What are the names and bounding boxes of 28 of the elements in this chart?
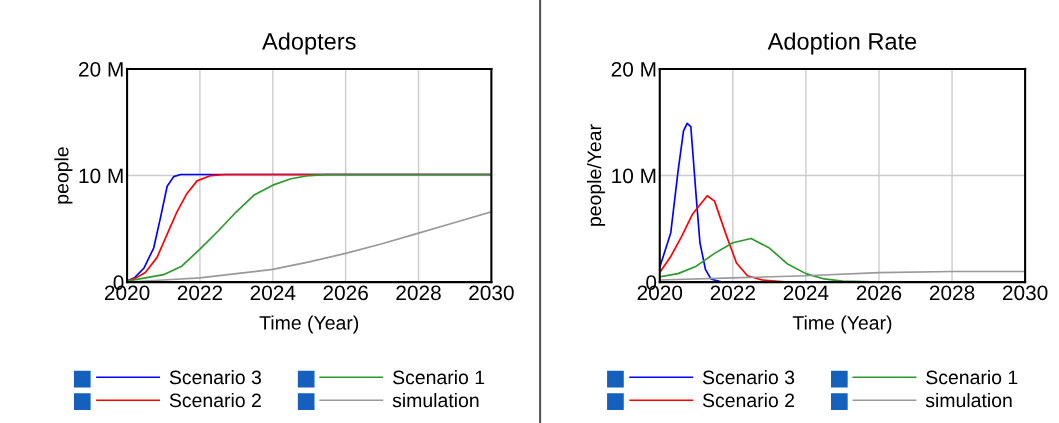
- legend-label: Scenario 2: [169, 392, 261, 408]
- x-tick-label: 2028: [396, 285, 441, 301]
- x-axis-title: Time (Year): [259, 315, 359, 334]
- y-axis-title: people/Year: [586, 124, 606, 226]
- x-tick-label: 2026: [323, 285, 368, 301]
- x-tick-label: 2030: [469, 285, 514, 301]
- x-axis-title: Time (Year): [792, 315, 892, 334]
- legend-label: simulation: [925, 392, 1012, 408]
- chart-title: Adoption Rate: [767, 32, 917, 55]
- x-tick-label: 2024: [250, 285, 296, 301]
- x-tick-label: 2028: [929, 285, 975, 301]
- legend-label: Scenario 1: [926, 369, 1018, 385]
- y-tick-label: 20 M: [79, 61, 123, 77]
- y-axis-title: people: [54, 147, 73, 204]
- x-tick-label: 2024: [783, 285, 829, 301]
- legend-label: Scenario 3: [702, 369, 795, 385]
- y-tick-label: 10 M: [612, 168, 656, 184]
- x-tick-label: 2022: [710, 285, 755, 301]
- legend-label: Scenario 3: [169, 369, 261, 385]
- legend-label: Scenario 2: [702, 392, 795, 408]
- x-tick-label: 2026: [856, 285, 902, 301]
- x-tick-label: 2030: [1002, 285, 1048, 301]
- chart-title: Adopters: [262, 32, 356, 55]
- y-tick-label: 20 M: [611, 61, 656, 77]
- legend-label: simulation: [392, 392, 479, 408]
- legend-label: Scenario 1: [393, 369, 485, 385]
- y-tick-label: 10 M: [79, 168, 123, 184]
- x-tick-label: 2022: [177, 285, 223, 301]
